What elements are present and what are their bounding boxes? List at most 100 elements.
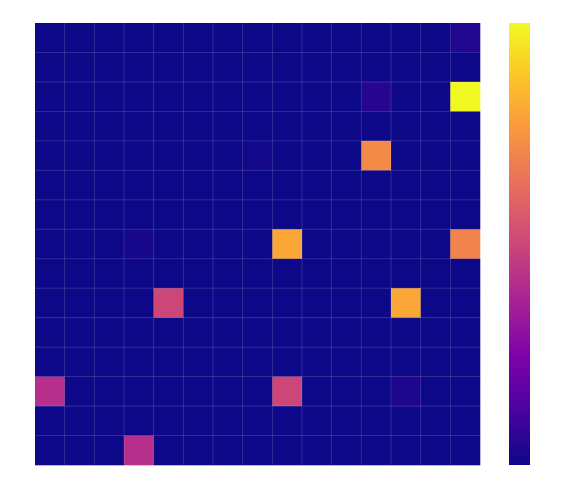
- heatmap-cell: [391, 52, 421, 83]
- heatmap-cell: [64, 376, 95, 407]
- heatmap-cell: [35, 347, 65, 377]
- heatmap-cell: [153, 23, 184, 53]
- heatmap-cell: [272, 258, 303, 289]
- heatmap-cell: [450, 258, 481, 289]
- heatmap-cell: [391, 170, 421, 201]
- heatmap-cell: [450, 347, 481, 377]
- heatmap-cell: [153, 288, 184, 318]
- heatmap-cell: [391, 376, 421, 407]
- heatmap-cell: [302, 288, 332, 318]
- heatmap-cell: [302, 199, 332, 230]
- heatmap-cell: [153, 317, 184, 348]
- heatmap-cell: [331, 435, 362, 466]
- heatmap-cell: [35, 140, 65, 171]
- heatmap-cell: [391, 406, 421, 436]
- heatmap-cell: [153, 435, 184, 466]
- heatmap-cell: [420, 347, 451, 377]
- heatmap-cell: [153, 258, 184, 289]
- heatmap-cell: [331, 288, 362, 318]
- heatmap-cell: [391, 199, 421, 230]
- heatmap-cell: [242, 317, 273, 348]
- heatmap-cell: [272, 111, 303, 142]
- heatmap-cell: [183, 347, 214, 377]
- heatmap-cell: [64, 111, 95, 142]
- heatmap-cell: [361, 288, 392, 318]
- heatmap-cell: [124, 111, 154, 142]
- heatmap-cell: [272, 376, 303, 407]
- heatmap-cell: [450, 317, 481, 348]
- heatmap-cell: [391, 435, 421, 466]
- heatmap-cell: [94, 258, 125, 289]
- heatmap-cell: [420, 317, 451, 348]
- heatmap-cell: [183, 111, 214, 142]
- heatmap-cell: [242, 376, 273, 407]
- heatmap-cell: [35, 170, 65, 201]
- heatmap-cell: [331, 229, 362, 260]
- heatmap-cell: [64, 229, 95, 260]
- heatmap-cell: [124, 347, 154, 377]
- heatmap-cell: [450, 140, 481, 171]
- heatmap-cell: [213, 258, 243, 289]
- heatmap-cell: [420, 81, 451, 112]
- heatmap-cell: [183, 52, 214, 83]
- heatmap-cell: [391, 258, 421, 289]
- heatmap-cell: [361, 376, 392, 407]
- heatmap-cell: [213, 288, 243, 318]
- heatmap-cell: [331, 406, 362, 436]
- heatmap-cell: [242, 23, 273, 53]
- heatmap-cell: [64, 406, 95, 436]
- heatmap-cell: [94, 52, 125, 83]
- heatmap-cell: [94, 435, 125, 466]
- heatmap-cell: [331, 52, 362, 83]
- heatmap-cell: [213, 376, 243, 407]
- heatmap-cell: [213, 140, 243, 171]
- heatmap-cell: [64, 23, 95, 53]
- heatmap-cell: [64, 317, 95, 348]
- heatmap-cell: [94, 111, 125, 142]
- heatmap-cell: [420, 406, 451, 436]
- heatmap-cell: [35, 376, 65, 407]
- heatmap-cell: [331, 111, 362, 142]
- heatmap-cell: [302, 140, 332, 171]
- heatmap-cell: [35, 317, 65, 348]
- heatmap-cell: [94, 170, 125, 201]
- heatmap-cell: [331, 140, 362, 171]
- heatmap-cell: [361, 347, 392, 377]
- heatmap-cell: [420, 23, 451, 53]
- heatmap-cell: [242, 111, 273, 142]
- heatmap-cell: [420, 52, 451, 83]
- heatmap-cell: [213, 435, 243, 466]
- heatmap-cell: [213, 111, 243, 142]
- heatmap-cell: [331, 170, 362, 201]
- heatmap-cell: [35, 81, 65, 112]
- heatmap-cell: [35, 52, 65, 83]
- heatmap-cell: [153, 229, 184, 260]
- heatmap-cell: [183, 23, 214, 53]
- heatmap-cell: [242, 406, 273, 436]
- heatmap-cell: [272, 288, 303, 318]
- heatmap-cell: [450, 435, 481, 466]
- heatmap-cell: [183, 435, 214, 466]
- heatmap-cell: [183, 406, 214, 436]
- heatmap-cell: [272, 81, 303, 112]
- heatmap-cell: [272, 140, 303, 171]
- heatmap-cell: [64, 258, 95, 289]
- heatmap-cell: [420, 170, 451, 201]
- heatmap-cell: [302, 406, 332, 436]
- heatmap-cell: [420, 288, 451, 318]
- heatmap-cell: [242, 229, 273, 260]
- heatmap-cell: [64, 81, 95, 112]
- heatmap-cell: [420, 199, 451, 230]
- heatmap-cell: [153, 111, 184, 142]
- heatmap-cell: [124, 81, 154, 112]
- heatmap-cell: [153, 81, 184, 112]
- heatmap-gridlines: [35, 23, 480, 465]
- heatmap-cell: [450, 406, 481, 436]
- heatmap-cell: [153, 170, 184, 201]
- heatmap-cell: [213, 229, 243, 260]
- heatmap-cell: [153, 52, 184, 83]
- heatmap-cell: [331, 199, 362, 230]
- heatmap-cell: [64, 435, 95, 466]
- heatmap-cell: [450, 23, 481, 53]
- heatmap-cell: [124, 317, 154, 348]
